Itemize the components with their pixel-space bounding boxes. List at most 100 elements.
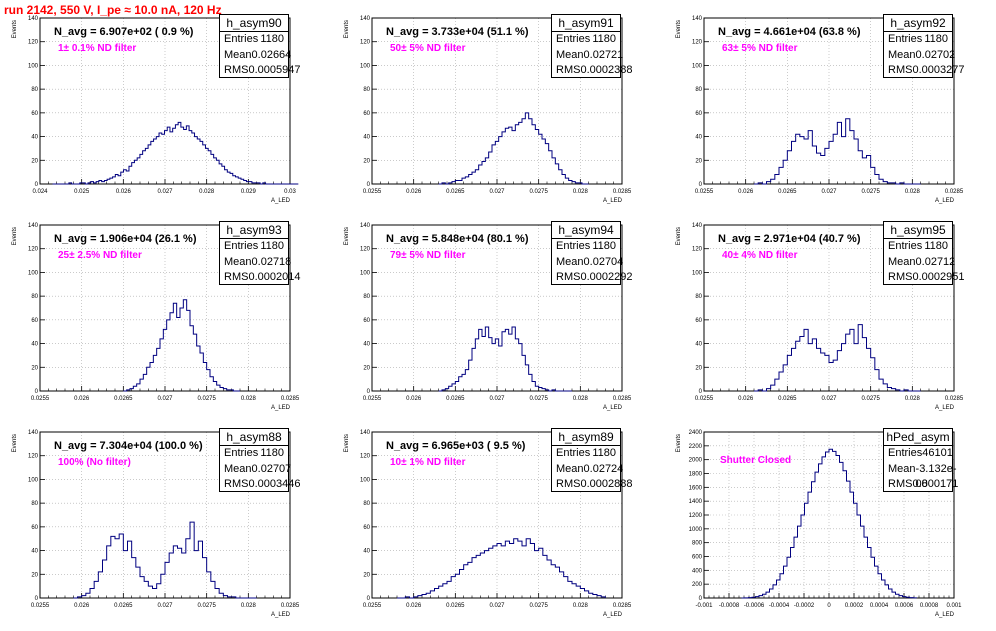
stats-row-entries: Entries 1180 xyxy=(884,239,952,255)
histogram-series xyxy=(754,324,921,392)
y-tick-label: 40 xyxy=(363,549,370,555)
stats-row-entries: Entries 1180 xyxy=(220,32,288,48)
x-tick-label: 0.0285 xyxy=(613,189,632,195)
y-tick-label: 20 xyxy=(363,365,370,371)
y-tick-label: 2200 xyxy=(689,444,703,450)
x-tick-label: 0.025 xyxy=(74,189,90,195)
x-tick-label: 0.0006 xyxy=(895,603,914,609)
y-axis-title: Events xyxy=(12,227,18,245)
x-tick-label: 0.0275 xyxy=(861,396,880,402)
x-tick-label: 0.0265 xyxy=(446,603,465,609)
stats-value: 0.02702 xyxy=(915,48,956,61)
x-tick-label: 0.0255 xyxy=(363,603,382,609)
y-tick-label: 100 xyxy=(360,477,371,483)
x-tick-label: 0.0285 xyxy=(945,396,964,402)
x-tick-label: -0.0008 xyxy=(719,603,740,609)
y-tick-label: 140 xyxy=(28,16,39,22)
x-axis-title: A_LED xyxy=(935,405,955,411)
stats-value: 1180 xyxy=(260,240,284,252)
stats-value: 0.0002292 xyxy=(580,271,633,283)
y-tick-label: 800 xyxy=(692,541,703,547)
y-tick-label: 1400 xyxy=(689,499,703,505)
y-tick-label: 80 xyxy=(363,87,370,93)
y-tick-label: 20 xyxy=(31,365,38,371)
x-tick-label: 0.027 xyxy=(489,603,505,609)
filter-annotation: 10± 1% ND filter xyxy=(390,457,466,468)
y-tick-label: 100 xyxy=(28,63,39,69)
stats-box-title: h_asym90 xyxy=(220,15,288,32)
x-tick-label: 0.0275 xyxy=(529,603,548,609)
stats-value: -3.132e-08 xyxy=(915,462,957,491)
y-tick-label: 0 xyxy=(35,182,39,188)
stats-value: 0.02724 xyxy=(583,462,624,475)
x-tick-label: 0.0275 xyxy=(197,603,216,609)
stats-box-title: h_asym95 xyxy=(884,222,952,239)
x-tick-label: 0.026 xyxy=(116,189,132,195)
filter-annotation: 1± 0.1% ND filter xyxy=(58,43,137,54)
filter-annotation: 25± 2.5% ND filter xyxy=(58,250,142,261)
y-tick-label: 60 xyxy=(363,111,370,117)
histogram-panel-h_asym93: 0.0255 0.026 0.0265 0.027 0.0275 0.028 0.0285 0… xyxy=(0,217,332,424)
stats-row-entries: Entries 46101 xyxy=(884,446,953,462)
y-tick-label: 20 xyxy=(363,158,370,164)
histogram-panel-h_asym94: 0.0255 0.026 0.0265 0.027 0.0275 0.028 0.0285 0… xyxy=(332,217,664,424)
y-tick-label: 600 xyxy=(692,555,703,561)
stats-value: 0.000171 xyxy=(912,478,959,490)
y-tick-label: 0 xyxy=(699,182,703,188)
x-tick-label: 0.0285 xyxy=(945,189,964,195)
x-tick-label: 0.0255 xyxy=(363,189,382,195)
y-tick-label: 2000 xyxy=(689,458,703,464)
y-tick-label: 0 xyxy=(699,596,703,602)
stats-label: Entries xyxy=(888,447,923,459)
stats-row-rms: RMS 0.0002388 xyxy=(552,63,632,79)
x-tick-label: 0.0285 xyxy=(281,396,300,402)
stats-value: 0.02664 xyxy=(251,48,292,61)
histogram-series xyxy=(123,299,240,392)
stats-box: h_asym95 Entries 1180 Mean 0.02712 RMS 0.00029… xyxy=(883,221,964,285)
filter-annotation: 79± 5% ND filter xyxy=(390,250,466,261)
stats-value: 0.02718 xyxy=(251,255,292,268)
stats-box-title: h_asym94 xyxy=(552,222,620,239)
y-tick-label: 140 xyxy=(28,223,39,229)
stats-label: RMS xyxy=(888,64,913,76)
y-tick-label: 0 xyxy=(367,389,371,395)
x-tick-label: 0.028 xyxy=(905,396,921,402)
stats-box: h_asym90 Entries 1180 Mean 0.02664 RMS 0.00059… xyxy=(219,14,300,78)
y-tick-label: 60 xyxy=(31,111,38,117)
run-title: run 2142, 550 V, I_pe ≈ 10.0 nA, 120 Hz xyxy=(4,3,222,17)
stats-row-rms: RMS 0.0002014 xyxy=(220,270,300,286)
y-tick-label: 80 xyxy=(363,501,370,507)
stats-value: 1180 xyxy=(924,240,948,252)
x-tick-label: 0.0285 xyxy=(613,396,632,402)
x-tick-label: -0.0006 xyxy=(744,603,765,609)
y-tick-label: 120 xyxy=(692,247,703,253)
histogram-svg: 0.0255 0.026 0.0265 0.027 0.0275 0.028 0.0285 0… xyxy=(344,223,632,411)
y-tick-label: 80 xyxy=(695,87,702,93)
y-tick-label: 120 xyxy=(692,40,703,46)
stats-box-title: h_asym93 xyxy=(220,222,288,239)
stats-value: 0.02707 xyxy=(251,462,292,475)
stats-value: 0.0002888 xyxy=(580,478,633,490)
x-tick-label: 0.0002 xyxy=(845,603,864,609)
y-axis-title: Events xyxy=(12,20,18,38)
x-tick-label: 0.028 xyxy=(241,603,257,609)
y-tick-label: 140 xyxy=(360,430,371,436)
stats-label: RMS xyxy=(888,271,913,283)
stats-value: 0.0002014 xyxy=(248,271,301,283)
histogram-panel-h_asym95: 0.0255 0.026 0.0265 0.027 0.0275 0.028 0.0285 0… xyxy=(664,217,996,424)
x-tick-label: 0.0275 xyxy=(861,189,880,195)
stats-row-entries: Entries 1180 xyxy=(884,32,952,48)
y-axis-title: Events xyxy=(676,20,682,38)
y-tick-label: 120 xyxy=(28,454,39,460)
x-tick-label: 0.026 xyxy=(406,189,422,195)
x-tick-label: 0.0004 xyxy=(870,603,889,609)
stats-label: Entries xyxy=(224,240,259,252)
stats-value: 46101 xyxy=(922,447,953,459)
y-tick-label: 100 xyxy=(360,270,371,276)
x-tick-label: 0.027 xyxy=(157,396,173,402)
x-tick-label: 0.026 xyxy=(74,396,90,402)
y-tick-label: 0 xyxy=(35,389,39,395)
x-tick-label: 0.0255 xyxy=(31,603,50,609)
histogram-panel-h_asym91: 0.0255 0.026 0.0265 0.027 0.0275 0.028 0.0285 0… xyxy=(332,10,664,217)
stats-box-title: h_asym89 xyxy=(552,429,620,446)
